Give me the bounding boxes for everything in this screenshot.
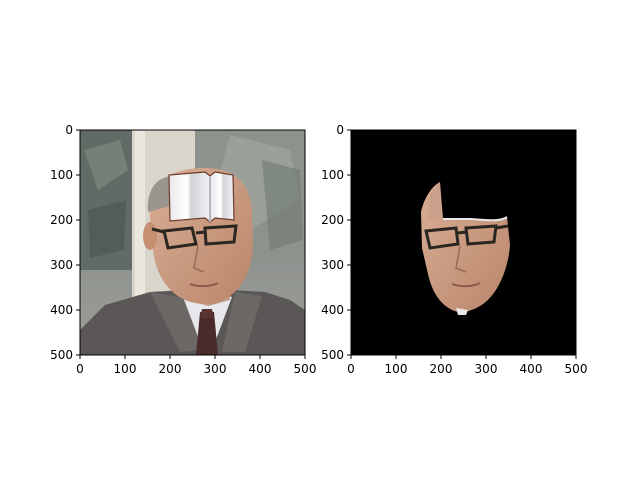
right-x-tick-label: 300 <box>475 362 498 376</box>
masked-face-image <box>351 130 576 355</box>
original-photo <box>80 130 305 355</box>
left-y-tick-label: 400 <box>50 303 73 317</box>
left-x-tick-label: 100 <box>114 362 137 376</box>
right-y-tick-label: 0 <box>336 123 344 137</box>
book-image <box>168 171 235 224</box>
left-y-tick-label: 0 <box>65 123 73 137</box>
right-y-tick-label: 300 <box>321 258 344 272</box>
left-y-tick-label: 500 <box>50 348 73 362</box>
right-y-tick-label: 200 <box>321 213 344 227</box>
right-x-tick-label: 100 <box>385 362 408 376</box>
left-y-tick-label: 300 <box>50 258 73 272</box>
right-axes-frame <box>350 129 577 356</box>
right-x-tick-label: 200 <box>430 362 453 376</box>
right-y-tick-label: 500 <box>321 348 344 362</box>
left-x-tick-label: 0 <box>76 362 84 376</box>
left-y-tick-label: 100 <box>50 168 73 182</box>
right-x-tick-label: 500 <box>565 362 588 376</box>
right-y-tick-label: 100 <box>321 168 344 182</box>
right-x-tick-label: 400 <box>520 362 543 376</box>
left-y-tick-label: 200 <box>50 213 73 227</box>
left-x-tick-label: 500 <box>294 362 317 376</box>
right-y-tick-label: 400 <box>321 303 344 317</box>
left-x-tick-label: 300 <box>204 362 227 376</box>
left-x-tick-label: 200 <box>159 362 182 376</box>
right-x-tick-label: 0 <box>347 362 355 376</box>
left-axes-frame <box>79 129 306 356</box>
left-x-tick-label: 400 <box>249 362 272 376</box>
